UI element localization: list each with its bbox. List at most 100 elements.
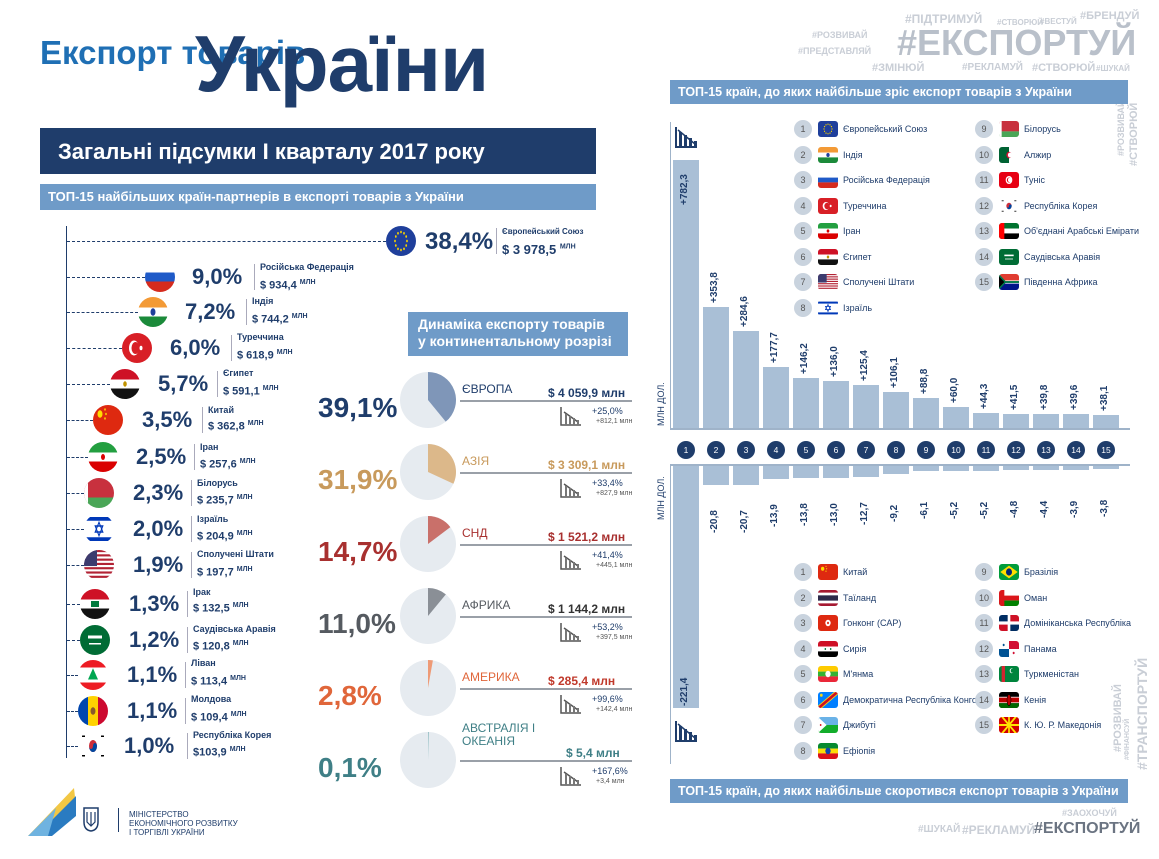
partner-separator (187, 627, 188, 653)
decline-legend-number: 3 (794, 614, 812, 632)
partner-share: 1,1% (127, 698, 178, 723)
flag-icon (93, 405, 123, 435)
partner-share: 6,0% (170, 335, 221, 360)
flag-icon (818, 564, 838, 580)
growth-bar (733, 330, 759, 428)
partner-share: 2,3% (133, 480, 184, 505)
region-value: $ 4 059,9 млн (548, 386, 626, 400)
region-divider (460, 472, 632, 474)
partner-value: $ 132,5 МЛН (193, 602, 249, 615)
growth-legend-number: 3 (794, 171, 812, 189)
flag-icon (999, 666, 1019, 682)
partner-value-unit: МЛН (236, 494, 253, 501)
partner-value-amount: $ 618,9 (237, 349, 277, 362)
decline-bar-label: -6,1 (919, 502, 930, 520)
ministry-line1: МІНІСТЕРСТВО (129, 810, 189, 819)
partner-separator (187, 591, 188, 617)
region-divider (460, 616, 632, 618)
flag-icon (818, 172, 838, 188)
growth-bar-label: +782,3 (679, 174, 690, 205)
decline-legend-number: 2 (794, 588, 812, 607)
flag-icon (999, 223, 1019, 239)
partner-value: $ 197,7 МЛН (197, 566, 253, 579)
partner-share: 5,7% (158, 371, 209, 396)
region-name: ЄВРОПА (462, 382, 513, 396)
hashtag: #ВЕСТУЙ (1040, 17, 1077, 26)
flag-icon (84, 478, 114, 508)
region-change-pct: +167,6% (592, 766, 628, 776)
decline-legend-number: 10 (975, 588, 993, 607)
growth-category-number: 15 (1097, 441, 1115, 459)
flag-icon (84, 514, 114, 544)
growth-chart-icon (560, 551, 581, 570)
decline-baseline (670, 464, 1130, 466)
growth-category-number: 10 (947, 441, 965, 459)
decline-bar (733, 466, 759, 485)
decline-unit-label: МЛН ДОЛ. (656, 476, 666, 520)
decline-legend-number: 1 (794, 563, 812, 581)
partner-value: $ 362,8 МЛН (208, 420, 264, 433)
growth-bar (823, 381, 849, 428)
footer-divider (118, 808, 119, 832)
decline-bar (823, 466, 849, 478)
partner-value-unit: МЛН (229, 746, 246, 753)
partner-value-unit: МЛН (230, 711, 247, 718)
decline-legend-name: Таїланд (843, 592, 877, 603)
flag-icon (999, 274, 1019, 290)
partner-value-amount: $ 132,5 (193, 602, 233, 615)
growth-legend-number: 8 (794, 298, 812, 317)
decline-legend-number: 8 (794, 741, 812, 760)
region-name: АЗІЯ (462, 454, 490, 468)
decline-bar-label: -20,8 (709, 509, 720, 533)
growth-category-number: 12 (1007, 441, 1025, 459)
decline-legend-number: 6 (794, 690, 812, 709)
region-name: АМЕРИКА (462, 670, 520, 684)
ministry-name: МІНІСТЕРСТВО ЕКОНОМІЧНОГО РОЗВИТКУ І ТОР… (129, 810, 238, 837)
partner-value-unit: МЛН (276, 349, 293, 356)
growth-chart-icon (560, 407, 581, 426)
growth-category-number: 7 (857, 441, 875, 459)
growth-category-number: 4 (767, 441, 785, 459)
flag-icon (999, 121, 1019, 137)
partner-leader-line (67, 746, 78, 747)
partners-axis (66, 226, 67, 758)
region-share: 14,7% (318, 536, 398, 567)
growth-chart-axis (670, 122, 671, 430)
partner-value: $ 934,4 МЛН (260, 279, 316, 292)
partner-separator (185, 662, 186, 688)
hashtag: #ЗМІНЮЙ (872, 62, 925, 74)
growth-bar (1093, 414, 1119, 428)
growth-legend-name: Єгипет (843, 251, 872, 262)
partner-share: 1,0% (124, 733, 175, 758)
partner-share: 1,2% (129, 627, 180, 652)
brand-logo-icon (28, 788, 76, 836)
flag-icon (818, 121, 838, 137)
growth-chart-icon (560, 623, 581, 642)
hashtag-vertical: #СТВОРЮЙ (1128, 102, 1140, 166)
region-pie (400, 588, 456, 644)
trident-icon (83, 807, 99, 832)
growth-legend-name: Білорусь (1024, 124, 1061, 134)
partner-value-unit: МЛН (232, 602, 249, 609)
growth-category-number: 13 (1037, 441, 1055, 459)
decline-bar (973, 466, 999, 471)
growth-category-number: 5 (797, 441, 815, 459)
partner-separator (217, 371, 218, 397)
hashtag: #ШУКАЙ (918, 824, 961, 835)
decline-bar-label: -20,7 (739, 509, 750, 533)
partner-value: $ 109,4 МЛН (191, 711, 247, 724)
partner-name: Ліван (191, 658, 216, 668)
decline-bar (913, 466, 939, 472)
partner-leader-line (67, 565, 84, 566)
partner-value: $103,9 МЛН (193, 746, 246, 759)
partner-value: $ 618,9 МЛН (237, 349, 293, 362)
growth-bar (883, 391, 909, 428)
title-export: Експорт товарів (40, 36, 305, 70)
decline-legend-name: М'янма (843, 669, 874, 679)
hashtag: #РЕКЛАМУЙ (962, 62, 1023, 73)
decline-bar-label: -3,9 (1069, 500, 1080, 518)
region-change-abs: +142,4 млн (596, 706, 633, 713)
decline-bar (1003, 466, 1029, 471)
growth-bar (763, 367, 789, 428)
partner-value-unit: МЛН (247, 420, 264, 427)
